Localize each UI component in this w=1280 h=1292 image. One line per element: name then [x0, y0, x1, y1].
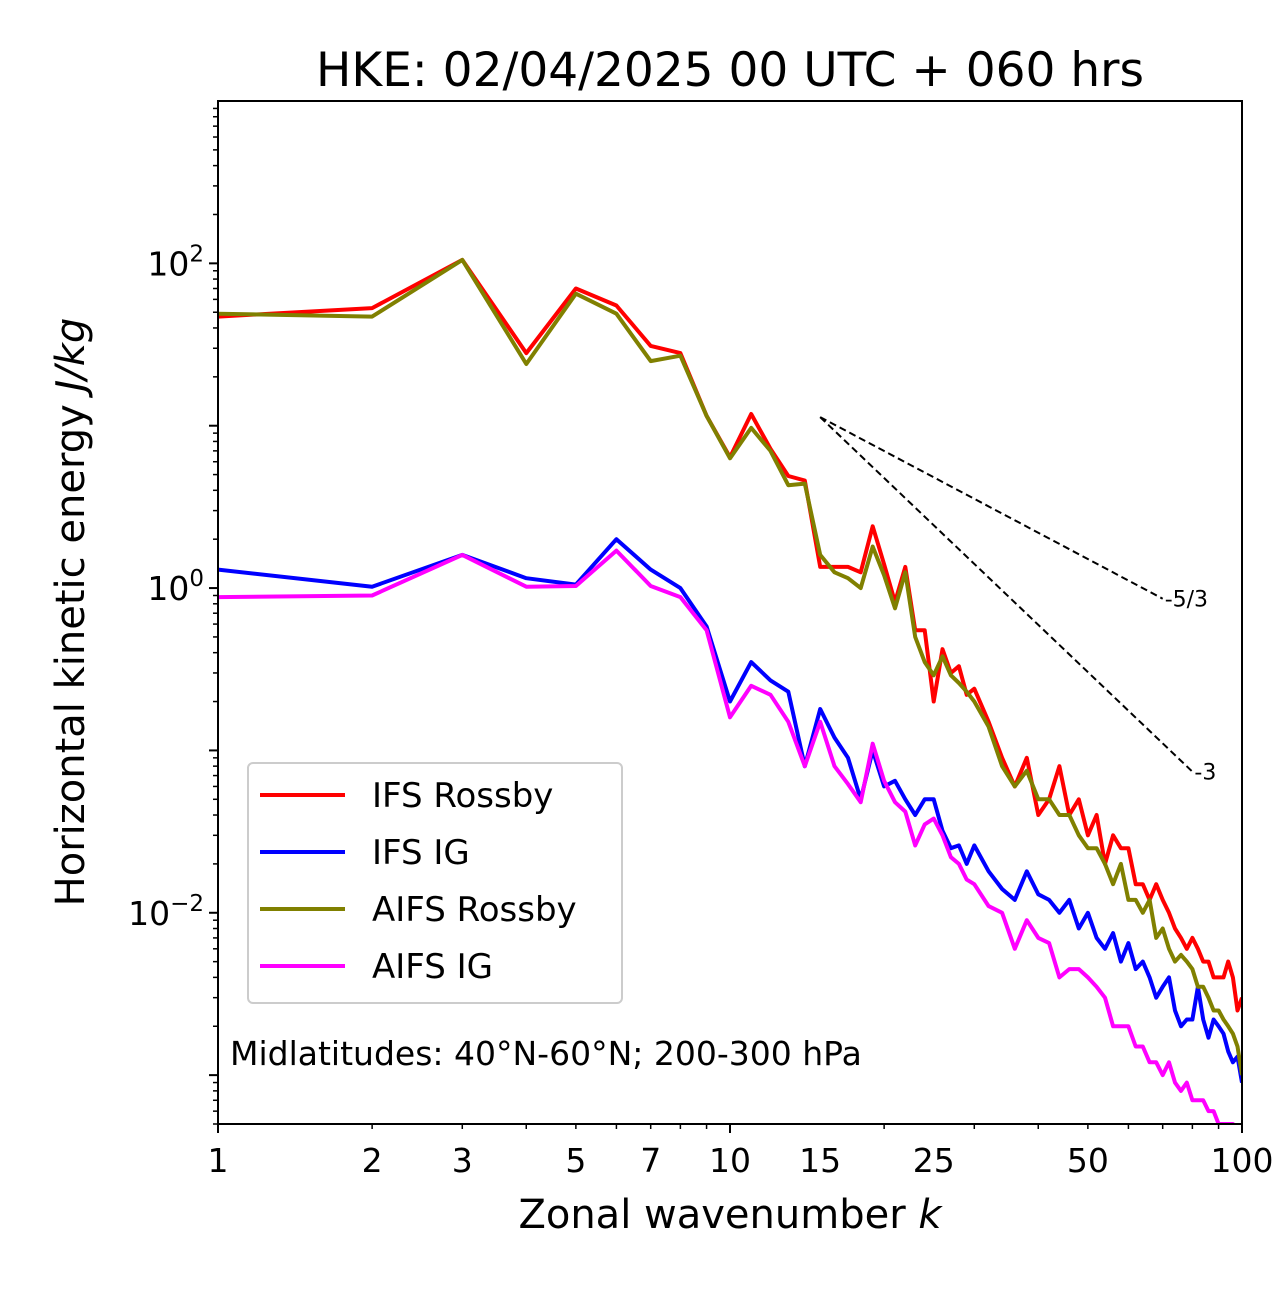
series-layer: [218, 257, 1242, 1124]
legend-label: IFS IG: [372, 833, 470, 873]
reference-line-slope-1: [819, 416, 1164, 600]
legend: IFS Rossby IFS IG AIFS Rossby AIFS IG: [247, 762, 623, 1004]
y-tick-label: 102: [147, 241, 204, 283]
region-annotation: Midlatitudes: 40°N-60°N; 200-300 hPa: [230, 1034, 862, 1073]
y-axis-label: Horizontal kinetic energy J/kg: [48, 318, 94, 907]
x-tick-label: 5: [565, 1141, 586, 1180]
legend-label: AIFS IG: [372, 947, 493, 987]
y-axis: 10−2 100 102: [128, 107, 218, 1125]
y-tick-label: 100: [147, 566, 204, 608]
x-axis: 1 2 3 5 7 10 15 25 50 100: [208, 1124, 1274, 1180]
x-tick-label: 15: [799, 1141, 841, 1180]
x-tick-label: 2: [362, 1141, 383, 1180]
chart-title: HKE: 02/04/2025 00 UTC + 060 hrs: [316, 43, 1144, 98]
legend-frame: [247, 762, 623, 1004]
x-tick-label: 10: [709, 1141, 751, 1180]
x-tick-label: 100: [1211, 1141, 1274, 1180]
series-line-aifs-ig: [218, 548, 1235, 1124]
x-axis-label-var: k: [918, 1192, 943, 1238]
series-line-ifs-ig: [218, 537, 1242, 1083]
x-axis-label: Zonal wavenumber k: [518, 1192, 943, 1238]
reference-line-label-2: -3: [1194, 761, 1216, 786]
x-tick-label: 50: [1067, 1141, 1109, 1180]
x-tick-label: 3: [452, 1141, 473, 1180]
reference-line-label-1: -5/3: [1165, 588, 1208, 613]
y-axis-label-text: Horizontal kinetic energy: [48, 404, 94, 906]
x-tick-label: 25: [913, 1141, 955, 1180]
x-tick-label: 7: [640, 1141, 661, 1180]
legend-label: IFS Rossby: [372, 776, 553, 816]
y-axis-label-unit: J/kg: [48, 318, 94, 399]
x-axis-label-text: Zonal wavenumber: [518, 1192, 906, 1238]
x-tick-label: 1: [208, 1141, 229, 1180]
series-line-aifs-rossby: [218, 257, 1242, 1076]
legend-label: AIFS Rossby: [372, 890, 577, 930]
reference-line-slope-2: [819, 416, 1194, 773]
y-tick-label: 10−2: [128, 891, 204, 933]
reference-lines: -5/3 -3: [819, 416, 1216, 786]
